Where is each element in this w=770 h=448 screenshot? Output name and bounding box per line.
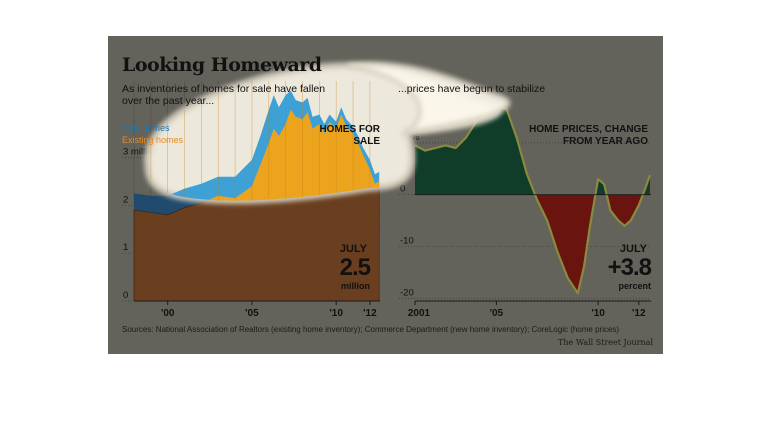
prices-callout-label: JULY <box>619 243 647 255</box>
homes-callout-value: 2.5 <box>339 254 371 281</box>
homes-x-tick-label: '05 <box>245 308 259 319</box>
prices-y-tick-label: -20 <box>400 287 414 298</box>
prices-block-title-line2: FROM YEAR AGO <box>562 136 648 147</box>
highlight-tail <box>347 61 511 137</box>
prices-y-tick-label: 0 <box>400 184 405 195</box>
prices-negative-area <box>415 194 650 294</box>
prices-positive-area <box>415 106 650 195</box>
homes-y-tick-label: 1 <box>123 242 128 253</box>
existing-homes-shade-highlight <box>147 109 380 201</box>
prices-line <box>414 105 652 295</box>
homes-x-tick-label: '00 <box>161 308 175 319</box>
left-subtitle-line2: over the past year... <box>122 95 215 107</box>
homes-block-title-line2: SALE <box>353 136 380 147</box>
prices-x-tick-label: 2001 <box>408 308 431 319</box>
homes-callout-label: JULY <box>339 243 367 255</box>
page-title: Looking Homeward <box>122 54 322 76</box>
homes-y-tick-label: 0 <box>123 290 128 301</box>
homes-y-tick-label: 2 <box>123 194 128 205</box>
prices-block-title-line1: HOME PRICES, CHANGE <box>529 124 648 135</box>
prices-y-tick-label: -10 <box>400 236 414 247</box>
prices-callout-value: +3.8 <box>607 254 652 281</box>
homes-y-tick-label: 3 million <box>123 147 158 158</box>
legend-new-homes: New homes <box>122 123 170 133</box>
sources-note: Sources: National Association of Realtor… <box>122 325 620 334</box>
prices-x-tick-label: '12 <box>632 308 646 319</box>
prices-callout-unit: percent <box>618 281 651 291</box>
prices-x-tick-label: '10 <box>591 308 605 319</box>
credit-line: The Wall Street Journal <box>558 338 653 347</box>
existing-homes-area-highlight <box>147 109 380 201</box>
homes-x-tick-label: '10 <box>329 308 343 319</box>
prices-x-tick-label: '05 <box>490 308 504 319</box>
legend-existing-homes: Existing homes <box>122 135 184 145</box>
right-subtitle: ...prices have begun to stabilize <box>398 83 546 95</box>
homes-callout-unit: million <box>341 281 370 291</box>
left-subtitle-line1: As inventories of homes for sale have fa… <box>122 83 326 95</box>
homes-block-title-line1: HOMES FOR <box>319 124 380 135</box>
homes-x-tick-label: '12 <box>363 308 377 319</box>
